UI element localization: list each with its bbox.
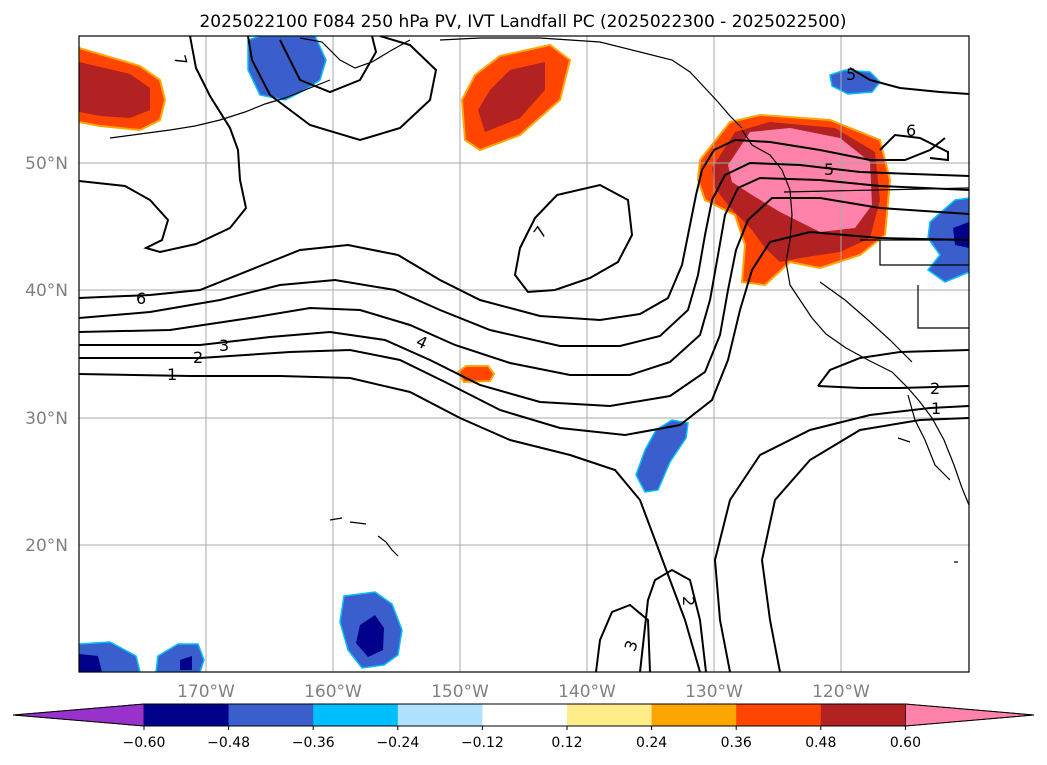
contour-label: 1 xyxy=(167,365,177,384)
contour-label: 6 xyxy=(906,121,916,140)
lon-label: 140°W xyxy=(558,682,616,702)
map-frame xyxy=(78,35,970,673)
latitude-labels: 20°N 30°N 40°N 50°N xyxy=(25,154,68,556)
colorbar-tick-label: 0.60 xyxy=(890,735,921,751)
gridlines xyxy=(79,36,969,672)
colorbar-segment xyxy=(228,704,314,726)
lat-label: 40°N xyxy=(25,281,68,301)
lat-label: 20°N xyxy=(25,536,68,556)
colorbar-segment xyxy=(144,704,230,726)
negative-anomaly-core xyxy=(180,656,192,670)
contour-label: 2 xyxy=(930,379,940,398)
lon-label: 160°W xyxy=(304,682,362,702)
colorbar-tick-label: −0.48 xyxy=(207,735,250,751)
lon-label: 170°W xyxy=(177,682,235,702)
colorbar-segment xyxy=(397,704,483,726)
negative-anomaly-core xyxy=(356,615,384,657)
positive-anomaly-core xyxy=(79,62,150,118)
colorbar-segment xyxy=(567,704,653,726)
contour-label: 6 xyxy=(136,289,146,308)
negative-anomaly-region xyxy=(635,419,689,493)
contour-label: 3 xyxy=(219,336,229,355)
pv-contours xyxy=(79,36,969,672)
colorbar-segment xyxy=(482,704,568,726)
colorbar-tick-label: −0.36 xyxy=(292,735,335,751)
lon-label: 150°W xyxy=(431,682,489,702)
lon-label: 120°W xyxy=(812,682,870,702)
colorbar: −0.60 −0.48 −0.36 −0.24 −0.12 0.12 0.24 0.36 0.4… xyxy=(12,703,1035,751)
colorbar-tick-label: 0.12 xyxy=(551,735,582,751)
colorbar-segment xyxy=(820,704,906,726)
map-title: 2025022100 F084 250 hPa PV, IVT Landfall… xyxy=(199,12,846,32)
colorbar-tick-label: 0.48 xyxy=(805,735,836,751)
colorbar-tick-label: −0.60 xyxy=(123,735,166,751)
negative-anomaly-core xyxy=(953,222,969,248)
colorbar-tick-label: 0.36 xyxy=(721,735,752,751)
positive-anomaly-core xyxy=(478,62,545,132)
colorbar-segment xyxy=(313,704,399,726)
contour-label: 5 xyxy=(824,160,834,179)
colorbar-segment xyxy=(651,704,737,726)
negative-anomaly-core xyxy=(79,654,102,672)
colorbar-tick-label: −0.24 xyxy=(376,735,419,751)
contour-label: 2 xyxy=(193,348,203,367)
contour-label: 7 xyxy=(170,53,191,68)
colorbar-segment xyxy=(905,703,1035,727)
colorbar-tick-label: −0.12 xyxy=(461,735,504,751)
contour-label: 1 xyxy=(931,399,941,418)
contour-label: 2 xyxy=(679,596,698,606)
negative-anomaly-region xyxy=(829,69,882,95)
colorbar-tick-label: 0.24 xyxy=(636,735,667,751)
positive-anomaly-region xyxy=(456,365,496,384)
lat-label: 50°N xyxy=(25,154,68,174)
lon-label: 130°W xyxy=(685,682,743,702)
lat-label: 30°N xyxy=(25,409,68,429)
longitude-labels: 170°W 160°W 150°W 140°W 130°W 120°W xyxy=(177,682,870,702)
colorbar-segment xyxy=(12,703,145,727)
contour-label: 5 xyxy=(846,65,856,84)
colorbar-segment xyxy=(736,704,822,726)
